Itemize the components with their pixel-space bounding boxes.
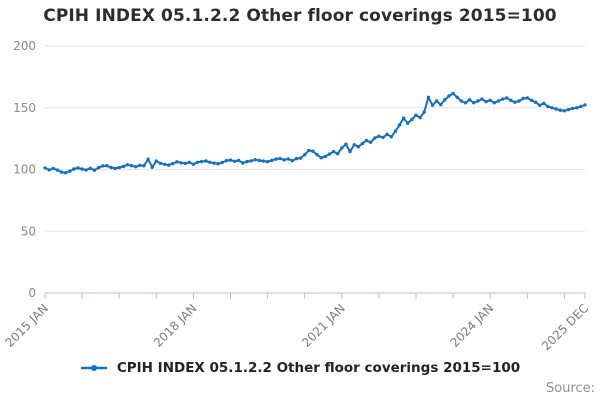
svg-text:150: 150 bbox=[13, 101, 36, 115]
svg-text:2015 JAN: 2015 JAN bbox=[2, 301, 51, 350]
legend: CPIH INDEX 05.1.2.2 Other floor covering… bbox=[0, 360, 600, 376]
svg-text:0: 0 bbox=[28, 286, 36, 300]
chart-title: CPIH INDEX 05.1.2.2 Other floor covering… bbox=[43, 6, 557, 26]
svg-text:2025 DEC: 2025 DEC bbox=[539, 301, 591, 352]
x-axis bbox=[44, 292, 586, 299]
y-gridlines bbox=[45, 45, 585, 232]
line-chart-canvas: 0 50 100 150 200 2015 JAN 2018 JAN 2021 JAN 2024… bbox=[2, 39, 591, 352]
legend-item[interactable]: CPIH INDEX 05.1.2.2 Other floor covering… bbox=[80, 360, 520, 376]
y-axis-labels: 0 50 100 150 200 bbox=[13, 39, 36, 300]
series-markers bbox=[43, 91, 587, 175]
svg-text:2021 JAN: 2021 JAN bbox=[299, 301, 348, 350]
svg-text:2018 JAN: 2018 JAN bbox=[151, 301, 200, 350]
x-axis-labels: 2015 JAN 2018 JAN 2021 JAN 2024 JAN 2025 DEC bbox=[2, 301, 591, 352]
series-marker-icon bbox=[80, 365, 107, 371]
source-label: Source: bbox=[545, 381, 595, 396]
legend-label: CPIH INDEX 05.1.2.2 Other floor covering… bbox=[116, 360, 521, 376]
svg-text:2024 JAN: 2024 JAN bbox=[448, 301, 497, 350]
series-line bbox=[44, 92, 586, 174]
svg-text:200: 200 bbox=[13, 39, 36, 53]
svg-text:50: 50 bbox=[21, 224, 36, 238]
svg-text:100: 100 bbox=[13, 163, 36, 177]
